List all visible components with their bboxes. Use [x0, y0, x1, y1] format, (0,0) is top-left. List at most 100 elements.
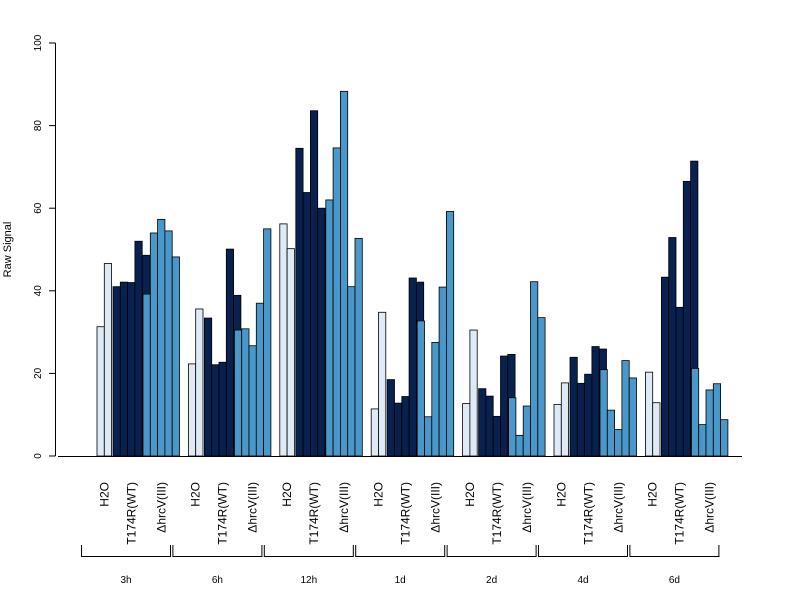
bar-6d-condition-1-0	[661, 276, 670, 457]
bar-6d-condition-1-3	[682, 180, 691, 457]
bar-1d-condition-2-1	[424, 416, 433, 457]
bar-12h-condition-1-2	[309, 110, 319, 457]
bar-1d-condition-2-4	[445, 211, 455, 457]
bar-4d-condition-1-1	[576, 382, 585, 457]
bar-6d-condition-1-2	[675, 306, 684, 457]
bar-2d-condition-2-1	[515, 434, 524, 457]
timepoint-label: 4d	[577, 575, 588, 586]
bar-3h-condition-2-3	[164, 230, 173, 457]
bar-1d-condition-0-1	[378, 311, 387, 457]
bar-3h-condition-2-1	[149, 232, 159, 457]
bar-1d-condition-1-1	[394, 402, 403, 457]
bar-1d-condition-1-0	[386, 379, 395, 457]
bar-12h-condition-2-0	[325, 199, 334, 457]
bar-1d-condition-0-0	[370, 408, 379, 457]
condition-label: T174R(WT)	[581, 482, 595, 545]
bar-2d-condition-2-3	[530, 281, 539, 457]
bar-3h-condition-2-2	[157, 218, 166, 457]
condition-label: ΔhrcV(III)	[611, 482, 625, 533]
bar-3h-condition-2-0	[142, 293, 151, 457]
condition-label: ΔhrcV(III)	[429, 482, 443, 533]
bar-6h-condition-1-0	[203, 317, 213, 457]
condition-label: H2O	[189, 482, 203, 507]
bar-6h-condition-2-0	[233, 329, 243, 457]
bar-4d-condition-2-0	[599, 369, 608, 457]
condition-label: T174R(WT)	[399, 482, 413, 545]
bar-12h-condition-1-0	[295, 147, 304, 457]
bar-6h-condition-0-1	[195, 308, 204, 457]
bar-6h-condition-0-0	[187, 363, 197, 457]
bar-6d-condition-1-1	[668, 237, 677, 457]
timepoint-label: 6d	[669, 575, 680, 586]
bar-4d-condition-2-2	[614, 429, 623, 457]
condition-label: T174R(WT)	[673, 482, 687, 545]
y-tick-label: 60	[33, 202, 44, 214]
y-tick-label: 100	[33, 34, 44, 51]
bar-12h-condition-1-3	[317, 207, 326, 457]
bar-12h-condition-2-1	[332, 147, 341, 457]
bar-4d-condition-2-1	[606, 409, 615, 457]
condition-label: H2O	[97, 482, 111, 507]
condition-label: H2O	[280, 482, 294, 507]
bar-2d-condition-2-2	[522, 405, 531, 457]
condition-label: H2O	[646, 482, 660, 507]
bar-2d-condition-1-1	[485, 395, 494, 457]
condition-label: T174R(WT)	[124, 482, 138, 545]
condition-label: ΔhrcV(III)	[246, 482, 260, 533]
bar-1d-condition-1-3	[408, 277, 417, 457]
bar-12h-condition-1-1	[302, 192, 311, 457]
bar-1d-condition-2-2	[431, 342, 440, 457]
condition-label: ΔhrcV(III)	[520, 482, 534, 533]
bar-3h-condition-2-4	[171, 256, 180, 457]
y-axis-title: Raw Signal	[2, 222, 14, 278]
bar-6d-condition-2-4	[720, 419, 729, 457]
bar-2d-condition-2-0	[508, 397, 517, 457]
bar-2d-condition-2-4	[537, 317, 546, 457]
bar-3h-condition-1-3	[134, 240, 143, 457]
timepoint-label: 3h	[120, 575, 131, 586]
bar-6d-condition-2-1	[698, 424, 707, 457]
bar-12h-condition-0-1	[286, 248, 295, 457]
timepoint-label: 1d	[395, 575, 406, 586]
bar-3h-condition-0-0	[96, 326, 105, 457]
bar-6d-condition-2-2	[705, 389, 714, 457]
bar-3h-condition-1-1	[119, 281, 129, 457]
condition-label: H2O	[554, 482, 568, 507]
bar-4d-condition-0-1	[560, 382, 569, 457]
y-tick-label: 40	[33, 285, 44, 297]
bar-4d-condition-1-0	[569, 356, 578, 457]
bar-6h-condition-2-2	[248, 345, 257, 457]
y-tick-label: 20	[33, 367, 44, 379]
bar-6d-condition-0-1	[652, 402, 661, 457]
bar-6h-condition-2-1	[241, 328, 250, 457]
bar-6h-condition-2-4	[263, 228, 272, 457]
bar-4d-condition-1-3	[591, 346, 600, 457]
bar-2d-condition-0-1	[469, 329, 478, 457]
bar-12h-condition-2-3	[347, 286, 356, 457]
bar-1d-condition-2-3	[438, 286, 447, 457]
timepoint-label: 12h	[300, 575, 317, 586]
bar-2d-condition-1-3	[500, 355, 509, 457]
bar-6d-condition-0-0	[645, 371, 654, 457]
condition-label: H2O	[372, 482, 386, 507]
bar-3h-condition-1-2	[127, 282, 136, 457]
bar-4d-condition-0-0	[553, 403, 562, 457]
bar-6h-condition-1-1	[211, 364, 220, 457]
bar-12h-condition-2-2	[339, 90, 349, 457]
condition-label: ΔhrcV(III)	[337, 482, 351, 533]
bar-4d-condition-2-3	[621, 360, 630, 457]
condition-label: H2O	[463, 482, 477, 507]
bar-6h-condition-1-3	[225, 248, 235, 457]
bar-3h-condition-1-0	[112, 286, 121, 457]
bar-2d-condition-1-0	[478, 388, 487, 457]
bar-1d-condition-1-2	[401, 396, 410, 457]
bar-6h-condition-1-2	[218, 361, 227, 457]
timepoint-label: 6h	[212, 575, 223, 586]
bar-4d-condition-2-4	[628, 377, 637, 457]
bar-3h-condition-0-1	[103, 263, 113, 457]
bar-6d-condition-2-3	[712, 383, 721, 457]
bar-2d-condition-0-0	[462, 403, 471, 457]
condition-label: T174R(WT)	[307, 482, 321, 545]
condition-label: ΔhrcV(III)	[703, 482, 717, 533]
